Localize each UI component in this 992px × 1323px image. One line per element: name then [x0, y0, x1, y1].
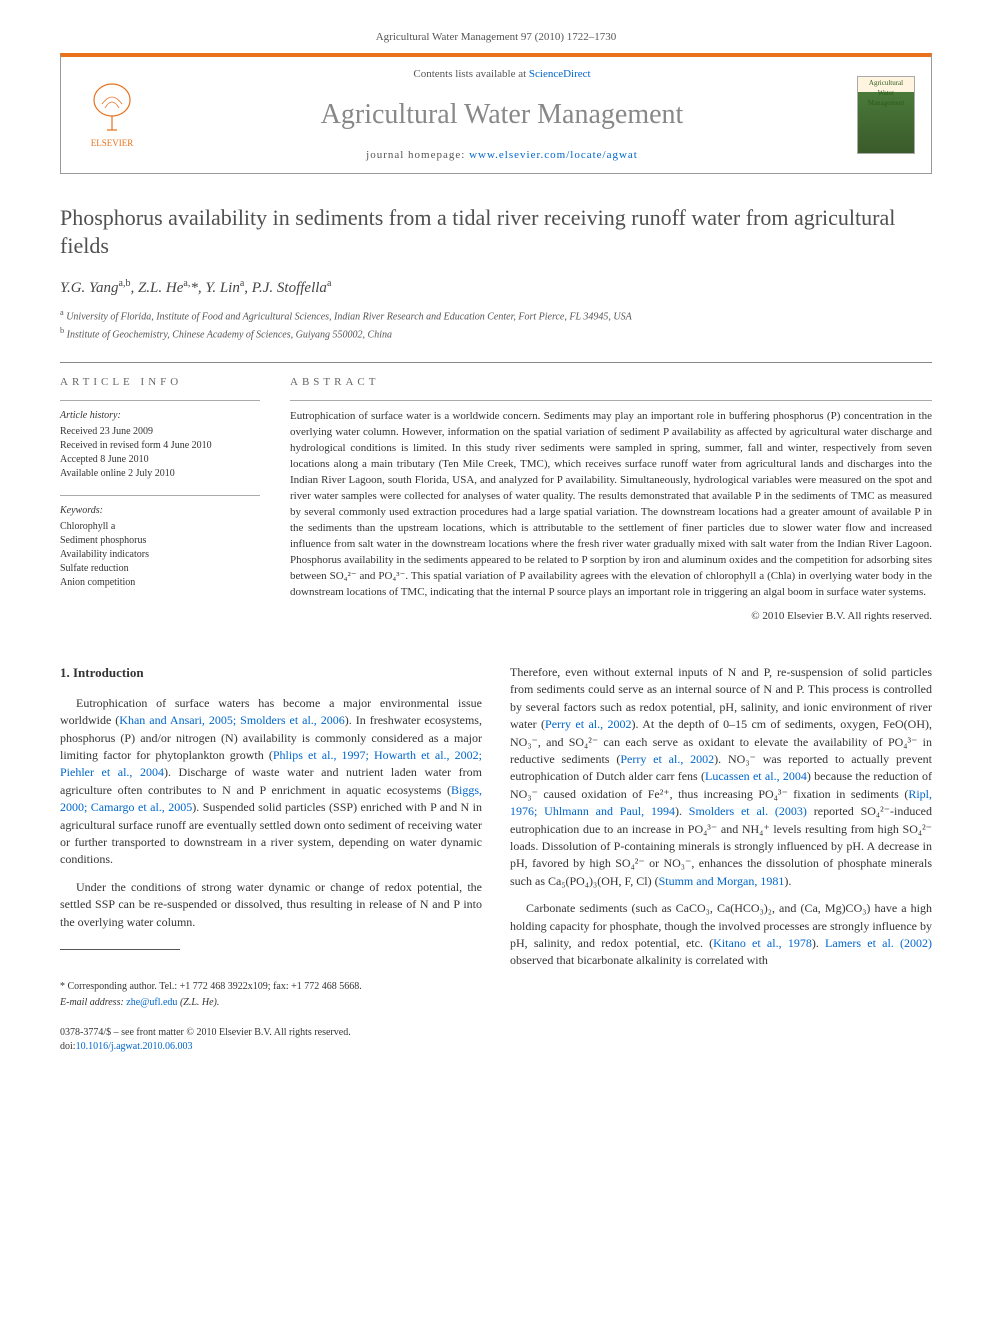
- intro-paragraph-2: Under the conditions of strong water dyn…: [60, 879, 482, 931]
- journal-citation: Agricultural Water Management 97 (2010) …: [60, 30, 932, 45]
- introduction-heading: 1. Introduction: [60, 664, 482, 683]
- sciencedirect-link[interactable]: ScienceDirect: [529, 68, 591, 80]
- history-item: Available online 2 July 2010: [60, 467, 260, 481]
- doi-link[interactable]: 10.1016/j.agwat.2010.06.003: [76, 1041, 193, 1052]
- intro-paragraph-4: Carbonate sediments (such as CaCO₃, Ca(H…: [510, 900, 932, 970]
- corresponding-author-line: * Corresponding author. Tel.: +1 772 468…: [60, 980, 482, 994]
- email-link[interactable]: zhe@ufl.edu: [126, 997, 177, 1008]
- authors-list: Y.G. Yanga,b, Z.L. Hea,*, Y. Lina, P.J. …: [60, 277, 932, 299]
- homepage-prefix: journal homepage:: [366, 149, 469, 161]
- affiliation-line: a University of Florida, Institute of Fo…: [60, 307, 932, 324]
- homepage-line: journal homepage: www.elsevier.com/locat…: [147, 148, 857, 163]
- article-info-column: article info Article history: Received 2…: [60, 375, 260, 624]
- history-item: Accepted 8 June 2010: [60, 453, 260, 467]
- keyword-item: Anion competition: [60, 576, 260, 590]
- keyword-item: Sulfate reduction: [60, 562, 260, 576]
- keywords-block: Keywords: Chlorophyll aSediment phosphor…: [60, 495, 260, 590]
- elsevier-tree-icon: [87, 82, 137, 137]
- journal-cover-thumbnail: Agricultural Water Management: [857, 76, 915, 154]
- contents-line: Contents lists available at ScienceDirec…: [147, 67, 857, 82]
- body-two-columns: 1. Introduction Eutrophication of surfac…: [60, 664, 932, 1054]
- affiliations: a University of Florida, Institute of Fo…: [60, 307, 932, 342]
- abstract-copyright: © 2010 Elsevier B.V. All rights reserved…: [290, 609, 932, 624]
- keyword-item: Chlorophyll a: [60, 520, 260, 534]
- journal-header-box: ELSEVIER Contents lists available at Sci…: [60, 53, 932, 174]
- corresponding-author-footnote: * Corresponding author. Tel.: +1 772 468…: [60, 980, 482, 1010]
- email-line: E-mail address: zhe@ufl.edu (Z.L. He).: [60, 996, 482, 1010]
- body-column-left: 1. Introduction Eutrophication of surfac…: [60, 664, 482, 1054]
- journal-title: Agricultural Water Management: [147, 95, 857, 134]
- article-title: Phosphorus availability in sediments fro…: [60, 204, 932, 259]
- doi-line: doi:10.1016/j.agwat.2010.06.003: [60, 1040, 482, 1054]
- abstract-column: abstract Eutrophication of surface water…: [290, 375, 932, 624]
- history-item: Received 23 June 2009: [60, 425, 260, 439]
- affiliation-line: b Institute of Geochemistry, Chinese Aca…: [60, 325, 932, 342]
- body-column-right: Therefore, even without external inputs …: [510, 664, 932, 1054]
- intro-paragraph-1: Eutrophication of surface waters has bec…: [60, 695, 482, 869]
- intro-paragraph-3: Therefore, even without external inputs …: [510, 664, 932, 890]
- citation-link[interactable]: Khan and Ansari, 2005; Smolders et al., …: [119, 713, 344, 727]
- elsevier-logo: ELSEVIER: [77, 75, 147, 155]
- history-item: Received in revised form 4 June 2010: [60, 439, 260, 453]
- header-center: Contents lists available at ScienceDirec…: [147, 67, 857, 163]
- info-abstract-row: article info Article history: Received 2…: [60, 362, 932, 624]
- footnote-divider: [60, 949, 180, 950]
- citation-link[interactable]: Lamers et al. (2002): [825, 936, 932, 950]
- citation-link[interactable]: Stumm and Morgan, 1981: [659, 874, 785, 888]
- front-matter-line: 0378-3774/$ – see front matter © 2010 El…: [60, 1026, 482, 1040]
- citation-link[interactable]: Perry et al., 2002: [620, 752, 714, 766]
- doi-block: 0378-3774/$ – see front matter © 2010 El…: [60, 1026, 482, 1054]
- article-info-heading: article info: [60, 375, 260, 390]
- homepage-link[interactable]: www.elsevier.com/locate/agwat: [469, 149, 638, 161]
- history-label: Article history:: [60, 409, 260, 423]
- abstract-heading: abstract: [290, 375, 932, 390]
- keyword-item: Sediment phosphorus: [60, 534, 260, 548]
- citation-link[interactable]: Lucassen et al., 2004: [705, 769, 807, 783]
- abstract-text: Eutrophication of surface water is a wor…: [290, 400, 932, 600]
- article-history-block: Article history: Received 23 June 2009Re…: [60, 400, 260, 481]
- citation-link[interactable]: Perry et al., 2002: [545, 717, 631, 731]
- citation-link[interactable]: Kitano et al., 1978: [713, 936, 812, 950]
- citation-link[interactable]: Smolders et al. (2003): [689, 804, 807, 818]
- publisher-name: ELSEVIER: [91, 137, 134, 150]
- contents-prefix: Contents lists available at: [413, 68, 528, 80]
- keywords-label: Keywords:: [60, 504, 260, 518]
- keyword-item: Availability indicators: [60, 548, 260, 562]
